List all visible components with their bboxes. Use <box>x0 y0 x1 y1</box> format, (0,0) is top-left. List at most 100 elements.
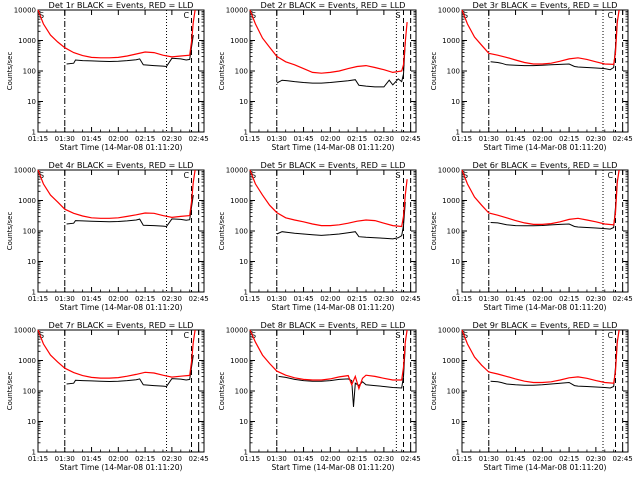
series-events <box>276 41 406 88</box>
x-tick-label: 02:00 <box>320 455 340 463</box>
x-tick-label: 02:15 <box>135 135 155 143</box>
series-lld <box>249 169 408 228</box>
y-tick-label: 100 <box>447 228 460 236</box>
y-tick-label: 1000 <box>18 37 36 45</box>
y-tick-label: 100 <box>235 388 248 396</box>
x-tick-label: 02:15 <box>559 455 579 463</box>
x-tick-label: 01:30 <box>55 455 75 463</box>
series-lld <box>37 169 196 219</box>
y-tick-label: 10000 <box>226 167 248 175</box>
y-tick-label: 1 <box>456 129 460 137</box>
series-events <box>490 179 618 230</box>
x-tick-label: 02:45 <box>189 135 209 143</box>
panel-title: Det 3r BLACK = Events, RED = LLD <box>473 0 618 10</box>
y-tick-label: 100 <box>447 388 460 396</box>
x-tick-label: 02:45 <box>613 135 633 143</box>
x-axis-label: Start Time (14-Mar-08 01:11:20) <box>483 143 606 152</box>
x-tick-label: 02:45 <box>613 455 633 463</box>
x-tick-label: 01:30 <box>479 455 499 463</box>
panel-det-7: Det 7r BLACK = Events, RED = LLD 1 10 100 10… <box>6 320 209 472</box>
x-tick-label: 02:00 <box>108 135 128 143</box>
panel-title: Det 8r BLACK = Events, RED = LLD <box>261 320 406 330</box>
panel-title: Det 4r BLACK = Events, RED = LLD <box>49 160 194 170</box>
x-tick-label: 01:45 <box>505 295 525 303</box>
panel-det-9: Det 9r BLACK = Events, RED = LLD 1 10 100 10… <box>430 320 633 472</box>
y-tick-label: 10000 <box>14 7 36 15</box>
series-events <box>490 339 618 389</box>
x-tick-label: 02:30 <box>162 135 182 143</box>
x-tick-label: 02:15 <box>559 295 579 303</box>
x-tick-label: 02:00 <box>320 135 340 143</box>
marker-left: S <box>39 171 44 180</box>
x-tick-label: 02:30 <box>586 135 606 143</box>
x-tick-label: 02:15 <box>347 455 367 463</box>
x-tick-label: 02:30 <box>374 135 394 143</box>
y-tick-label: 10000 <box>438 327 460 335</box>
y-tick-label: 1000 <box>442 357 460 365</box>
marker-right: C <box>184 171 190 180</box>
y-tick-label: 1000 <box>230 37 248 45</box>
series-lld <box>249 329 408 391</box>
y-axis-label: Counts/sec <box>218 212 226 251</box>
y-tick-label: 10000 <box>226 7 248 15</box>
marker-left: S <box>39 331 44 340</box>
plot-frame <box>37 329 205 453</box>
y-tick-label: 10000 <box>14 327 36 335</box>
x-tick-label: 01:30 <box>55 295 75 303</box>
x-tick-label: 02:15 <box>135 455 155 463</box>
y-axis-label: Counts/sec <box>218 52 226 91</box>
x-tick-label: 01:30 <box>55 135 75 143</box>
x-tick-label: 02:30 <box>586 455 606 463</box>
y-tick-label: 10 <box>27 418 36 426</box>
x-tick-label: 02:45 <box>401 295 421 303</box>
series-lld <box>461 169 620 226</box>
x-tick-label: 02:45 <box>189 295 209 303</box>
x-tick-label: 01:45 <box>293 295 313 303</box>
y-tick-label: 1 <box>32 289 36 297</box>
y-tick-label: 1000 <box>18 197 36 205</box>
x-tick-label: 01:15 <box>240 135 260 143</box>
x-tick-label: 02:30 <box>586 295 606 303</box>
x-tick-label: 01:30 <box>267 455 287 463</box>
x-tick-label: 02:45 <box>401 455 421 463</box>
y-axis-label: Counts/sec <box>218 372 226 411</box>
x-tick-label: 02:00 <box>532 135 552 143</box>
x-tick-label: 02:30 <box>374 295 394 303</box>
y-tick-label: 10 <box>239 98 248 106</box>
plot-frame <box>37 9 205 133</box>
series-events <box>276 201 406 240</box>
x-tick-label: 01:45 <box>81 455 101 463</box>
y-tick-label: 1 <box>244 289 248 297</box>
x-tick-label: 02:30 <box>374 455 394 463</box>
panel-det-5: Det 5r BLACK = Events, RED = LLD 1 10 100 10… <box>218 160 421 312</box>
panel-title: Det 5r BLACK = Events, RED = LLD <box>261 160 406 170</box>
y-tick-label: 10000 <box>438 167 460 175</box>
series-lld <box>249 9 408 74</box>
panel-det-2: Det 2r BLACK = Events, RED = LLD 1 10 100 10… <box>218 0 421 152</box>
panel-title: Det 7r BLACK = Events, RED = LLD <box>49 320 194 330</box>
panel-det-4: Det 4r BLACK = Events, RED = LLD 1 10 100 10… <box>6 160 209 312</box>
plot-frame <box>249 9 417 133</box>
x-tick-label: 01:15 <box>28 295 48 303</box>
marker-right: S <box>396 11 401 20</box>
series-lld <box>461 329 620 384</box>
y-axis-label: Counts/sec <box>430 372 438 411</box>
x-tick-label: 02:30 <box>162 455 182 463</box>
y-tick-label: 100 <box>235 68 248 76</box>
series-events <box>278 345 406 407</box>
x-axis-label: Start Time (14-Mar-08 01:11:20) <box>59 303 182 312</box>
y-axis-label: Counts/sec <box>6 372 14 411</box>
x-axis-label: Start Time (14-Mar-08 01:11:20) <box>271 303 394 312</box>
panel-title: Det 2r BLACK = Events, RED = LLD <box>261 0 406 10</box>
x-tick-label: 01:15 <box>240 295 260 303</box>
y-tick-label: 10 <box>451 258 460 266</box>
y-axis-label: Counts/sec <box>6 52 14 91</box>
y-axis-label: Counts/sec <box>6 212 14 251</box>
marker-left: S <box>251 11 256 20</box>
y-tick-label: 1 <box>32 129 36 137</box>
y-tick-label: 1 <box>244 129 248 137</box>
x-tick-label: 01:30 <box>479 295 499 303</box>
y-tick-label: 10 <box>451 418 460 426</box>
y-tick-label: 10 <box>27 258 36 266</box>
